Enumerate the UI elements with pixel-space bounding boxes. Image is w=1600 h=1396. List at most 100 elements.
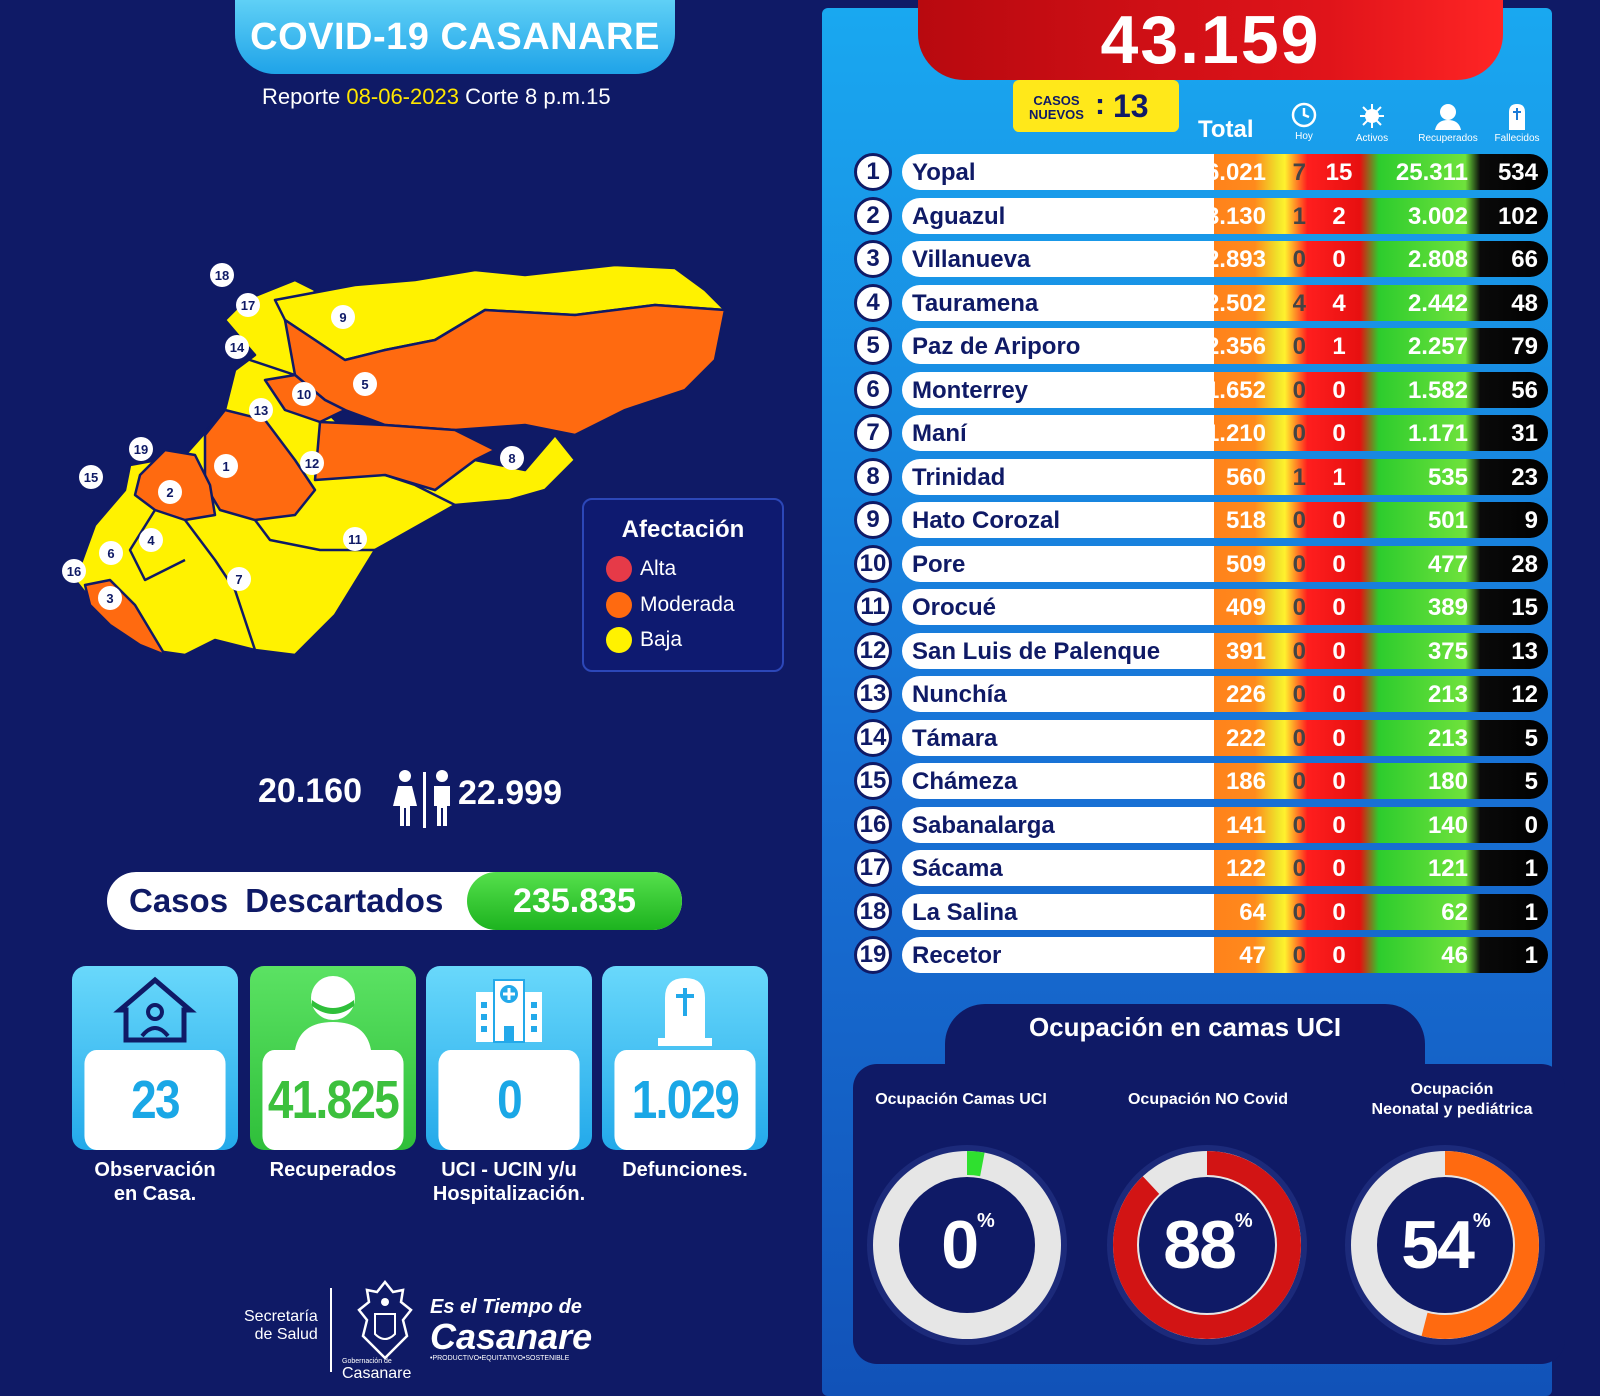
report-date: 08-06-2023 [346,84,459,109]
cell-recuperados: 2.808 [1407,246,1468,273]
cell-activos: 4 [1332,289,1346,317]
table-row: 15 Chámeza 186 0 0 180 5 [852,761,1552,800]
report-line: Reporte 08-06-2023 Corte 8 p.m.15 [262,84,611,110]
table-row: 8 Trinidad 560 1 1 535 23 [852,457,1552,496]
cell-total: 2.502 [1205,289,1266,317]
cell-fallecidos: 15 [1511,594,1538,621]
gauge-fill [873,1151,1061,1339]
table-row: 14 Támara 222 0 0 213 5 [852,718,1552,757]
cell-hoy: 0 [1292,855,1306,882]
municipality-name: San Luis de Palenque [902,632,1214,669]
cell-hoy: 0 [1292,637,1306,665]
municipality-name: Maní [902,415,1214,451]
card-value-hospital: 0 [438,1050,580,1150]
cell-hoy: 0 [1292,246,1306,273]
card-recovered: 41.825 [250,966,416,1150]
gauge-center [899,1177,1035,1313]
cell-total: 1.652 [1205,376,1266,404]
row-number: 16 [854,805,892,844]
column-header-fallecidos: Fallecidos [1490,102,1544,144]
card-value-home: 23 [84,1050,226,1150]
cell-recuperados: 375 [1427,637,1468,665]
cell-total: 122 [1225,855,1266,882]
map-marker-16: 16 [62,559,86,583]
cell-activos: 0 [1332,811,1346,839]
row-number: 14 [854,718,892,757]
footer-slogan: Es el Tiempo de Casanare •PRODUCTIVO•EQU… [430,1296,630,1362]
cell-fallecidos: 1 [1524,898,1538,926]
map-marker-8: 8 [500,446,524,470]
row-value-bar [1172,371,1548,408]
cell-hoy: 0 [1292,594,1306,621]
map-marker-19: 19 [129,437,153,461]
new-cases-value: 13 [1113,88,1149,124]
row-value-bar [1172,589,1548,625]
legend-swatch-moderada [606,592,632,618]
new-cases-colon: : [1095,88,1105,121]
cell-recuperados: 121 [1427,855,1468,882]
map-marker-3: 3 [98,586,122,610]
cell-activos: 0 [1332,246,1346,273]
cell-recuperados: 2.257 [1407,333,1468,360]
cell-activos: 0 [1332,594,1346,621]
card-hospital: 0 [426,966,592,1150]
cell-total: 509 [1225,550,1266,578]
uci-title-background [945,1004,1425,1074]
cell-activos: 2 [1332,202,1346,230]
row-value-bar [1172,415,1548,451]
gauge-label-neonatal: Ocupación Neonatal y pediátrica [1371,1081,1533,1118]
cell-total: 47 [1239,942,1266,969]
table-row: 4 Tauramena 2.502 4 4 2.442 48 [852,283,1552,322]
cell-activos: 0 [1332,855,1346,882]
cell-activos: 0 [1332,637,1346,665]
cell-total: 2.893 [1205,246,1266,273]
table-row: 2 Aguazul 3.130 1 2 3.002 102 [852,196,1552,235]
legend-label-moderada: Moderada [640,593,735,616]
legend-label-baja: Baja [640,628,683,651]
row-value-bar [1172,632,1548,669]
cell-recuperados: 62 [1441,898,1468,926]
map-marker-17: 17 [236,293,260,317]
row-value-bar [1172,154,1548,190]
cell-hoy: 0 [1292,681,1306,708]
cell-activos: 15 [1325,159,1353,186]
legend-swatch-alta [606,556,632,582]
cell-fallecidos: 56 [1511,376,1538,404]
cell-hoy: 4 [1292,289,1306,317]
row-number: 1 [854,153,892,191]
row-value-bar [1172,763,1548,799]
cell-fallecidos: 534 [1497,159,1538,186]
cell-hoy: 0 [1292,420,1306,447]
row-value-bar [1172,197,1548,234]
cell-recuperados: 213 [1427,724,1468,752]
municipality-name: Paz de Ariporo [902,328,1214,364]
row-number: 7 [854,414,892,452]
gauge-label-no-covid: Ocupación NO Covid [1127,1091,1288,1108]
masked-person-icon [295,976,371,1050]
map-marker-7: 7 [227,567,251,591]
row-number: 12 [854,631,892,670]
table-row: 3 Villanueva 2.893 0 0 2.808 66 [852,239,1552,278]
table-row: 17 Sácama 122 0 0 121 1 [852,848,1552,887]
cell-activos: 0 [1332,942,1346,969]
row-number: 15 [854,762,892,800]
gauge-uci [867,1145,1067,1345]
table-row: 11 Orocué 409 0 0 389 15 [852,587,1552,626]
map-marker-9: 9 [331,305,355,329]
cell-activos: 0 [1332,898,1346,926]
discarded-cases-bar: Casos Descartados 235.835 [107,872,682,930]
row-number: 8 [854,457,892,496]
slogan-top: Es el Tiempo de [430,1296,582,1318]
cell-activos: 0 [1332,768,1346,795]
cell-recuperados: 180 [1427,768,1468,795]
column-header-activos: Activos [1344,102,1400,144]
row-number: 4 [854,283,892,322]
cell-fallecidos: 66 [1511,246,1538,273]
municipality-name: Aguazul [902,197,1214,234]
cell-activos: 0 [1332,420,1346,447]
municipality-name: Yopal [902,154,1214,190]
cell-recuperados: 213 [1427,681,1468,708]
municipality-name: Orocué [902,589,1214,625]
municipality-name: Sácama [902,850,1214,886]
legend-title: Afectación [621,516,745,543]
